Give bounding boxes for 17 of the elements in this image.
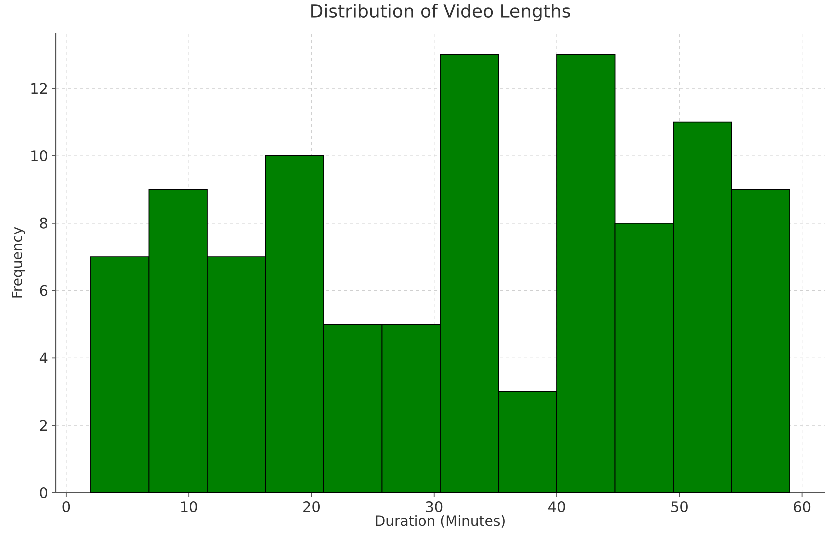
y-tick-label: 4 <box>40 352 48 364</box>
chart-title: Distribution of Video Lengths <box>312 4 570 22</box>
y-tick-label: 8 <box>40 218 48 229</box>
x-tick-label: 30 <box>426 502 443 512</box>
x-axis-title: Duration (Minutes) <box>376 515 505 528</box>
y-axis-title: Frequency <box>12 227 26 298</box>
x-tick-label: 50 <box>672 502 688 512</box>
x-tick-label: 10 <box>181 502 198 512</box>
y-tick-label: 10 <box>32 150 48 162</box>
x-tick-label: 40 <box>548 502 566 512</box>
y-tick-label: 0 <box>40 487 48 498</box>
y-tick-label: 2 <box>40 420 48 431</box>
y-tick-label: 6 <box>40 285 48 296</box>
y-tick-label: 12 <box>32 83 48 94</box>
x-tick-label: 60 <box>794 502 811 512</box>
x-tick-label: 0 <box>62 502 70 512</box>
x-tick-label: 20 <box>304 502 320 512</box>
